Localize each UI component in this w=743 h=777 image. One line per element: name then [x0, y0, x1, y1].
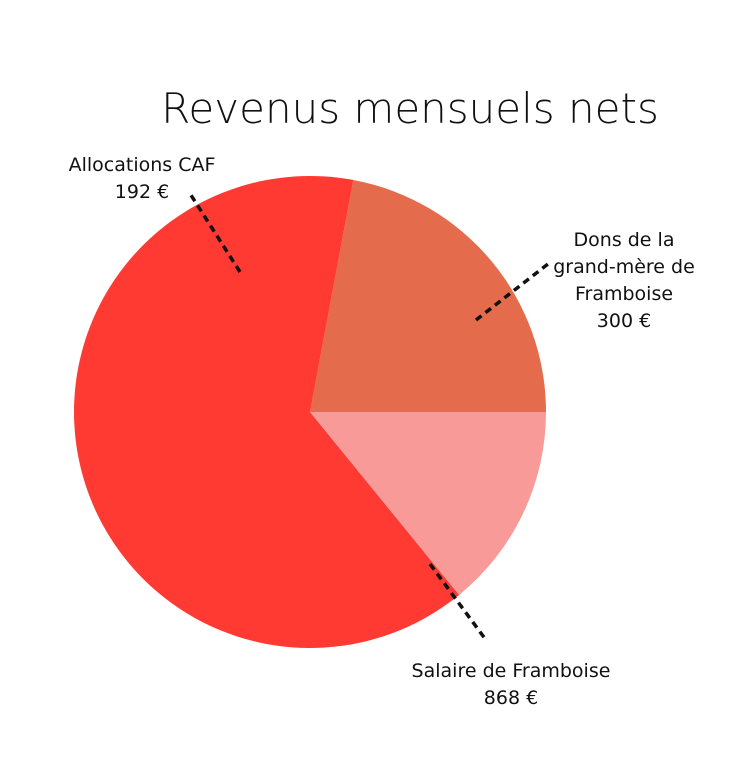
leader-lines [187, 191, 550, 642]
pie-slice [310, 412, 546, 595]
slice-name-label: Dons de la [574, 229, 675, 251]
slice-name-label: Allocations CAF [69, 154, 216, 176]
pie-slice [310, 180, 546, 412]
slice-value-label: 300 € [597, 310, 651, 332]
leader-line [428, 562, 488, 642]
slice-value-label: 192 € [115, 181, 169, 203]
pie-slice [73, 175, 460, 648]
slice-value-label: 868 € [484, 687, 538, 709]
slice-name-label: Framboise [575, 283, 673, 305]
slice-name-label: grand-mère de [553, 256, 695, 278]
leader-line [474, 262, 550, 322]
leader-line [187, 191, 242, 273]
pie-slices [73, 175, 546, 648]
chart-title: Revenus mensuels nets [161, 84, 659, 133]
slice-labels: Dons de la grand-mère de Framboise 300 € Sal… [69, 154, 695, 709]
slice-name-label: Salaire de Framboise [412, 660, 611, 682]
